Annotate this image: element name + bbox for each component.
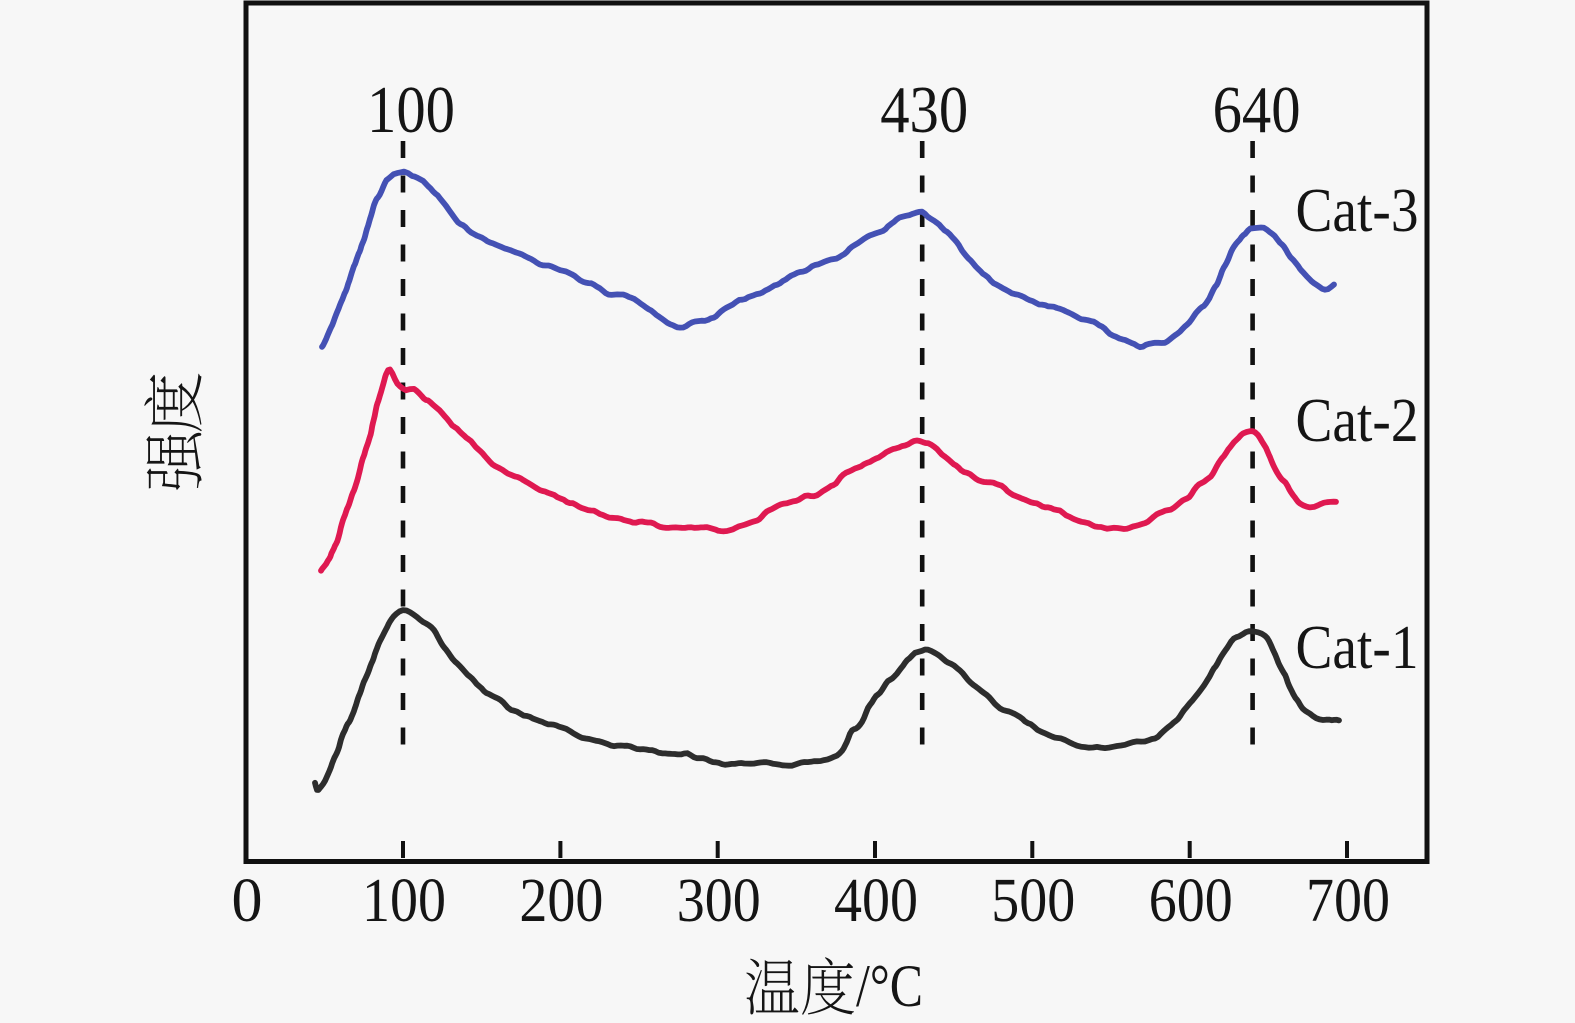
svg-text:640: 640 (1213, 73, 1301, 147)
svg-text:430: 430 (880, 73, 968, 147)
svg-text:0: 0 (232, 867, 263, 935)
svg-text:400: 400 (834, 867, 918, 935)
svg-text:600: 600 (1149, 867, 1233, 935)
svg-text:/°C: /°C (856, 953, 923, 1019)
svg-text:Cat-2: Cat-2 (1296, 387, 1419, 455)
svg-text:300: 300 (677, 867, 761, 935)
svg-text:Cat-1: Cat-1 (1296, 614, 1419, 682)
svg-text:700: 700 (1306, 867, 1390, 935)
svg-text:500: 500 (991, 867, 1075, 935)
svg-text:200: 200 (519, 867, 603, 935)
svg-text:100: 100 (367, 73, 455, 147)
svg-text:Cat-3: Cat-3 (1296, 177, 1419, 245)
svg-text:100: 100 (362, 867, 446, 935)
